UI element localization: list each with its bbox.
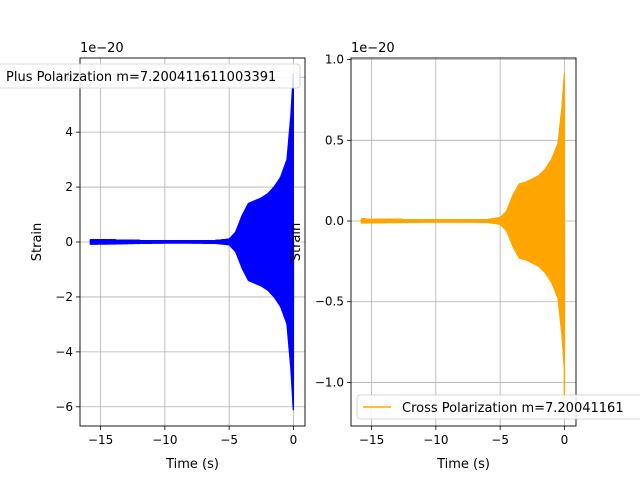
waveform-line [89,73,295,411]
y-tick-label: 0 [65,235,73,249]
x-tick-label: 0 [561,433,569,447]
right-legend: Cross Polarization m=7.20041161 [356,394,640,420]
left-panel: −15−10−50−6−4−20246 1e−20 Time (s) Strai… [0,41,306,472]
waveform-line [360,73,566,403]
y-tick-label: −6 [55,400,73,414]
x-tick-label: −5 [491,433,509,447]
right-legend-label: Cross Polarization m=7.20041161 [402,401,624,416]
left-y-axis-label: Strain [30,223,45,262]
right-ticks: −15 −10 −5 0 −1.0 −0.5 0.0 0.5 1.0 [315,53,568,447]
right-y-axis-label: Strain [289,223,304,262]
y-tick-label: −2 [55,290,73,304]
y-tick-label: −1.0 [315,375,344,389]
y-tick-label: −0.5 [315,295,344,309]
y-tick-label: 2 [65,180,73,194]
left-series [89,73,295,411]
x-tick-label: −15 [359,433,384,447]
x-tick-label: −10 [152,433,177,447]
x-tick-label: −15 [88,433,113,447]
x-tick-label: −5 [220,433,238,447]
y-tick-label: 4 [65,125,73,139]
right-axes-frame [350,57,577,427]
right-legend-box [356,394,640,420]
x-tick-label: −10 [423,433,448,447]
left-x-axis-label: Time (s) [165,457,219,472]
y-tick-label: 0.0 [325,214,344,228]
right-series [360,73,566,403]
left-legend-label: Plus Polarization m=7.200411611003391 [6,70,276,85]
right-offset-text: 1e−20 [351,41,395,56]
left-legend-box [0,63,301,89]
left-offset-text: 1e−20 [80,41,124,56]
right-x-axis-label: Time (s) [436,457,490,472]
y-tick-label: 1.0 [325,53,344,67]
y-tick-label: 0.5 [325,133,344,147]
x-tick-label: 0 [290,433,298,447]
y-tick-label: −4 [55,345,73,359]
left-legend: Plus Polarization m=7.200411611003391 [0,63,301,89]
right-panel: −15 −10 −5 0 −1.0 −0.5 0.0 0.5 1.0 1e−20 Time (s… [289,41,640,472]
